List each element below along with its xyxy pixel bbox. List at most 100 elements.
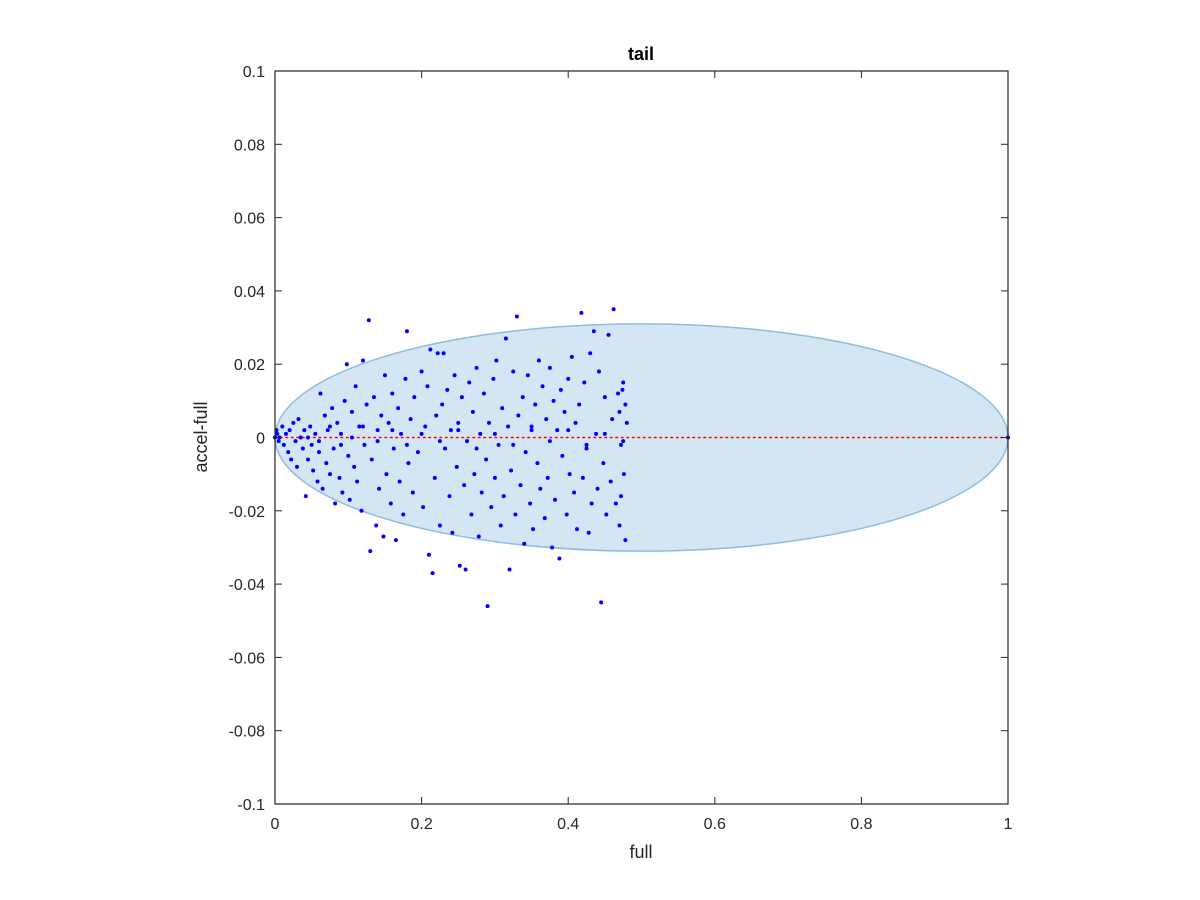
data-point <box>529 424 534 429</box>
data-point <box>567 472 572 477</box>
data-point <box>553 497 558 502</box>
data-point <box>601 461 606 466</box>
data-point <box>572 490 577 495</box>
data-point <box>305 457 310 462</box>
data-point <box>437 523 442 528</box>
data-point <box>582 380 587 385</box>
data-point <box>441 351 446 356</box>
data-point <box>281 442 286 447</box>
data-point <box>308 424 313 429</box>
data-point <box>396 406 401 411</box>
data-point <box>462 483 467 488</box>
data-point <box>623 538 628 543</box>
data-point <box>545 475 550 480</box>
data-point <box>300 446 305 451</box>
data-point <box>408 417 413 422</box>
data-point <box>503 336 508 341</box>
data-point <box>522 541 527 546</box>
data-point <box>465 439 470 444</box>
y-tick-label: -0.02 <box>229 504 266 521</box>
y-tick-label: 0.08 <box>234 137 265 154</box>
x-tick-label: 0.2 <box>410 816 432 833</box>
data-point <box>591 329 596 334</box>
data-point <box>353 384 358 389</box>
data-point <box>459 395 464 400</box>
data-point <box>478 431 483 436</box>
data-point <box>511 442 516 447</box>
data-point <box>401 512 406 517</box>
data-point <box>296 417 301 422</box>
data-point <box>399 431 404 436</box>
data-point <box>293 439 298 444</box>
data-point <box>476 534 481 539</box>
data-point <box>621 380 626 385</box>
data-point <box>529 428 534 433</box>
data-point <box>538 486 543 491</box>
y-tick-label: 0.04 <box>234 284 265 301</box>
data-point <box>342 398 347 403</box>
data-point <box>357 424 362 429</box>
data-point <box>452 373 457 378</box>
data-point <box>491 376 496 381</box>
data-point <box>513 512 518 517</box>
data-point <box>410 490 415 495</box>
data-point <box>558 387 563 392</box>
data-point <box>331 446 336 451</box>
data-point <box>616 391 621 396</box>
data-point <box>412 395 417 400</box>
data-point <box>494 358 499 363</box>
data-point <box>613 501 618 506</box>
data-point <box>574 527 579 532</box>
data-point <box>624 420 629 425</box>
data-point <box>621 472 626 477</box>
data-point <box>507 567 512 572</box>
data-point <box>287 428 292 433</box>
data-point <box>586 530 591 535</box>
data-point <box>440 402 445 407</box>
data-point <box>535 461 540 466</box>
data-point <box>320 486 325 491</box>
data-point <box>481 391 486 396</box>
data-point <box>419 369 424 374</box>
data-point <box>514 314 519 319</box>
data-point <box>347 497 352 502</box>
data-point <box>333 501 338 506</box>
data-point <box>487 420 492 425</box>
data-point <box>283 431 288 436</box>
data-point <box>566 376 571 381</box>
data-point <box>359 508 364 513</box>
data-point <box>406 461 411 466</box>
data-point <box>506 424 511 429</box>
data-point <box>611 307 616 312</box>
data-point <box>335 420 340 425</box>
data-point <box>608 479 613 484</box>
data-point <box>391 446 396 451</box>
y-tick-label: 0.02 <box>234 357 265 374</box>
data-point <box>580 475 585 480</box>
x-tick-label: 0.6 <box>704 816 726 833</box>
data-point <box>610 417 615 422</box>
data-point <box>368 549 373 554</box>
data-point <box>454 464 459 469</box>
data-point <box>531 527 536 532</box>
data-point <box>500 406 505 411</box>
data-point <box>379 413 384 418</box>
data-point <box>456 428 461 433</box>
data-point <box>599 600 604 605</box>
x-tick-label: 0.4 <box>557 816 579 833</box>
data-point <box>437 439 442 444</box>
y-tick-label: -0.1 <box>237 797 265 814</box>
data-point <box>511 369 516 374</box>
data-point <box>346 453 351 458</box>
x-tick-label: 0.8 <box>850 816 872 833</box>
data-point <box>360 358 365 363</box>
y-tick-label: -0.08 <box>229 724 266 741</box>
data-point <box>318 391 323 396</box>
data-point <box>492 431 497 436</box>
data-point <box>375 439 380 444</box>
data-point <box>560 453 565 458</box>
data-point <box>484 457 489 462</box>
data-point <box>557 556 562 561</box>
x-axis: 0 0.2 0.4 0.6 0.8 1 <box>271 71 1013 833</box>
data-point <box>547 439 552 444</box>
